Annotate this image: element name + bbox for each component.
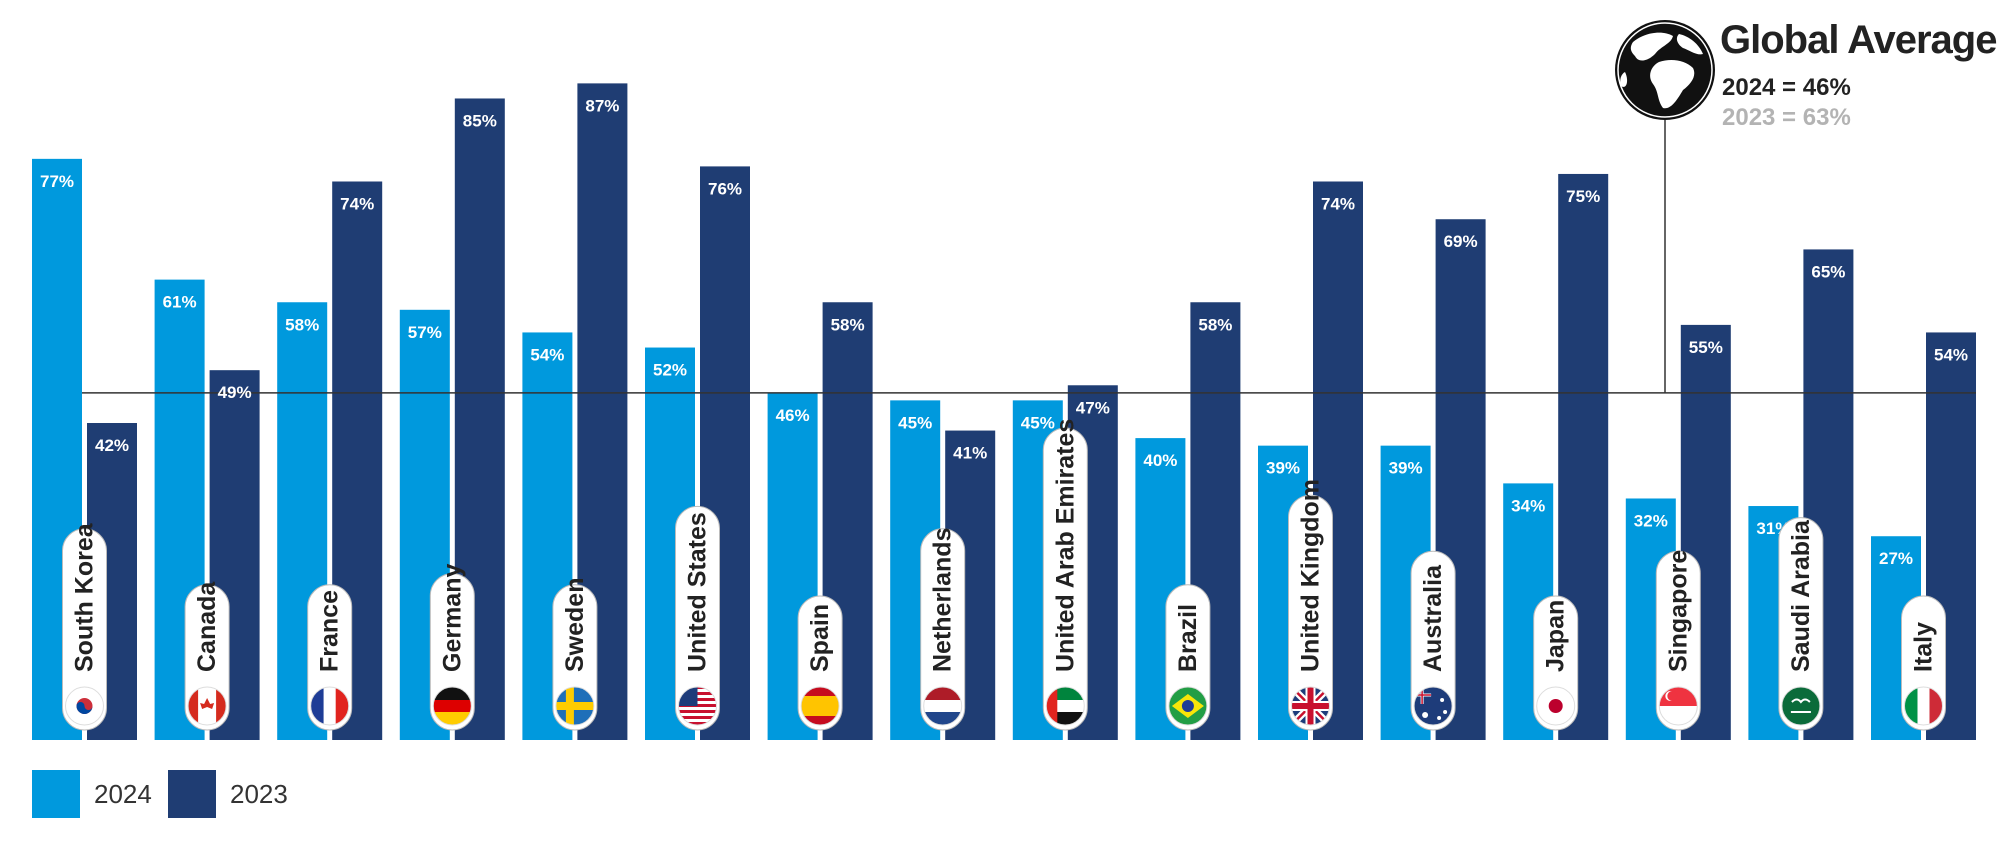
- country-label: South Korea: [71, 522, 99, 672]
- value-label-2023: 54%: [1934, 345, 1968, 364]
- legend-item-2023: 2023: [168, 770, 288, 818]
- france-flag-icon: [310, 686, 350, 726]
- value-label-2024: 77%: [40, 172, 74, 191]
- singapore-flag-icon: [1658, 686, 1698, 726]
- legend-label-2024: 2024: [94, 778, 152, 809]
- country-label: Saudi Arabia: [1787, 519, 1815, 672]
- value-label-2023: 65%: [1811, 262, 1845, 281]
- country-label: Brazil: [1174, 604, 1202, 672]
- value-label-2024: 57%: [408, 323, 442, 342]
- value-label-2023: 49%: [218, 383, 252, 402]
- country-pill: [1410, 550, 1456, 731]
- united-kingdom-flag-icon: [1291, 686, 1330, 726]
- value-label-2023: 87%: [585, 96, 619, 115]
- global-average-2024: 2024 = 46%: [1722, 74, 1851, 101]
- value-label-2024: 58%: [285, 315, 319, 334]
- value-label-2024: 46%: [776, 406, 810, 425]
- country-label: Netherlands: [929, 528, 957, 672]
- value-label-2024: 54%: [530, 345, 564, 364]
- labels-layer: 77% 42% South Korea 61% 49% Canada 58% 74% Franc…: [40, 96, 1968, 731]
- south-korea-flag-icon: [65, 686, 104, 726]
- value-label-2024: 27%: [1879, 549, 1913, 568]
- legend-item-2024: 2024: [32, 770, 152, 818]
- country-label: Germany: [438, 564, 466, 672]
- country-label: Japan: [1542, 600, 1570, 672]
- spain-flag-icon: [800, 686, 840, 726]
- global-average-2023: 2023 = 63%: [1722, 104, 1851, 131]
- country-label: United Kingdom: [1297, 479, 1325, 672]
- country-label: Sweden: [561, 578, 589, 672]
- canada-flag-icon: [187, 686, 227, 726]
- value-label-2024: 45%: [898, 413, 932, 432]
- value-label-2023: 74%: [1321, 194, 1355, 213]
- country-label: Spain: [806, 604, 834, 672]
- country-label: United Arab Emirates: [1051, 419, 1079, 672]
- value-label-2024: 61%: [163, 293, 197, 312]
- value-label-2024: 39%: [1389, 459, 1423, 478]
- value-label-2023: 58%: [831, 315, 865, 334]
- japan-flag-icon: [1536, 686, 1576, 726]
- value-label-2023: 75%: [1566, 187, 1600, 206]
- netherlands-flag-icon: [923, 686, 963, 726]
- country-pill: [675, 505, 720, 731]
- country-pill: [1655, 550, 1701, 731]
- germany-flag-icon: [432, 686, 472, 726]
- value-label-2023: 69%: [1444, 232, 1478, 251]
- legend-swatch-2024: [32, 770, 80, 818]
- country-pill: [62, 528, 107, 731]
- italy-flag-icon: [1904, 686, 1943, 726]
- sweden-flag-icon: [555, 686, 595, 726]
- value-label-2023: 47%: [1076, 398, 1110, 417]
- country-label: United States: [684, 512, 712, 672]
- country-label: Italy: [1910, 622, 1938, 672]
- country-pill: [1042, 427, 1088, 731]
- value-label-2024: 32%: [1634, 511, 1668, 530]
- value-label-2023: 58%: [1198, 315, 1232, 334]
- value-label-2024: 39%: [1266, 459, 1300, 478]
- global-average-title: Global Average: [1720, 18, 1997, 62]
- uae-flag-icon: [1045, 686, 1085, 726]
- value-label-2023: 41%: [953, 444, 987, 463]
- value-label-2023: 42%: [95, 436, 129, 455]
- country-pill: [1778, 517, 1824, 731]
- country-label: Australia: [1419, 564, 1447, 672]
- saudi-arabia-flag-icon: [1781, 686, 1821, 726]
- united-states-flag-icon: [678, 686, 717, 726]
- value-label-2023: 76%: [708, 179, 742, 198]
- globe-icon: [1615, 20, 1715, 120]
- legend-label-2023: 2023: [230, 778, 288, 809]
- country-pill: [920, 528, 966, 731]
- value-label-2023: 85%: [463, 111, 497, 130]
- country-pill: [1288, 494, 1333, 731]
- value-label-2024: 45%: [1021, 413, 1055, 432]
- value-label-2024: 40%: [1143, 451, 1177, 470]
- value-label-2024: 34%: [1511, 496, 1545, 515]
- brazil-flag-icon: [1168, 686, 1208, 726]
- value-label-2024: 52%: [653, 361, 687, 380]
- country-label: Singapore: [1664, 550, 1692, 672]
- value-label-2023: 55%: [1689, 338, 1723, 357]
- country-label: Canada: [193, 581, 221, 672]
- country-label: France: [316, 590, 344, 672]
- value-label-2023: 74%: [340, 194, 374, 213]
- legend-swatch-2023: [168, 770, 216, 818]
